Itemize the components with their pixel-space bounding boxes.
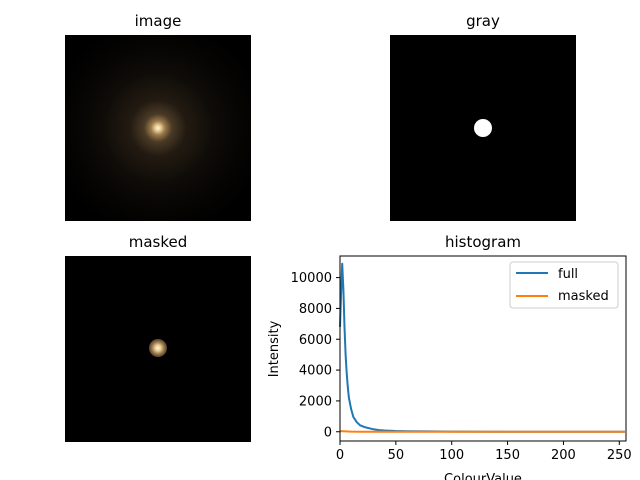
x-tick-label: 150 — [495, 448, 520, 463]
x-tick-label: 200 — [551, 448, 576, 463]
legend: full masked — [509, 261, 619, 309]
y-axis-label: Intensity — [267, 320, 282, 377]
y-tick-label: 4000 — [299, 364, 332, 379]
gray-panel-title: gray — [466, 12, 500, 30]
legend-label-masked: masked — [558, 289, 609, 304]
x-tick-label: 50 — [388, 448, 405, 463]
x-tick-label: 0 — [336, 448, 344, 463]
y-tick-label: 10000 — [291, 271, 332, 286]
y-tick-label: 0 — [324, 425, 332, 440]
series-line-masked — [339, 430, 625, 433]
masked-light-source — [149, 339, 167, 357]
masked-panel — [65, 256, 251, 442]
threshold-blob — [474, 119, 492, 137]
image-panel — [65, 35, 251, 221]
histogram-panel-title: histogram — [444, 233, 522, 251]
gray-panel — [390, 35, 576, 221]
y-tick-label: 8000 — [299, 302, 332, 317]
x-tick-label: 100 — [439, 448, 464, 463]
y-tick-label: 6000 — [299, 333, 332, 348]
legend-label-full: full — [558, 267, 578, 282]
y-tick-label: 2000 — [299, 394, 332, 409]
image-panel-title: image — [134, 12, 182, 30]
x-tick-label: 250 — [607, 448, 632, 463]
x-axis-label: ColourValue — [444, 472, 522, 480]
plot-frame — [339, 255, 627, 442]
masked-panel-title: masked — [128, 233, 188, 251]
light-source-glow — [65, 35, 251, 221]
